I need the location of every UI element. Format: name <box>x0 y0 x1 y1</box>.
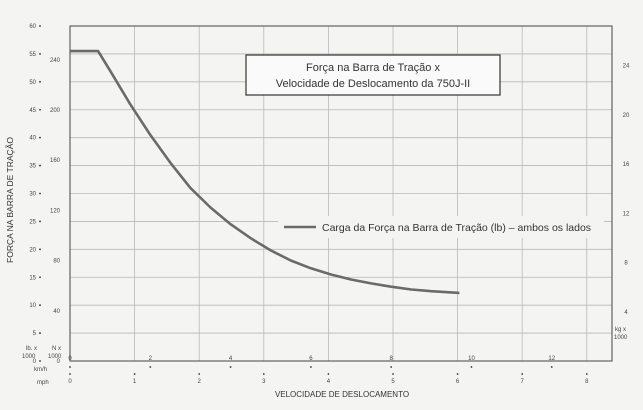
x-tick-dot <box>521 373 524 375</box>
y-tick-kg: 12 <box>623 211 630 217</box>
y-tick-dot <box>39 220 41 223</box>
y-tick-lb: 60 <box>29 24 36 30</box>
y-tick-dot <box>39 80 41 83</box>
x-tick-kmh: 2 <box>149 356 153 362</box>
y-tick-lb: 0 <box>33 359 37 365</box>
bottom-unit-mph: mph <box>37 380 49 386</box>
x-tick-kmh: 0 <box>68 356 72 362</box>
y-tick-dot <box>39 25 41 27</box>
y-axis-label: FORÇA NA BARRA DE TRAÇÃO <box>5 137 15 263</box>
left-unit-kn-scale: 1000 <box>48 354 62 360</box>
x-tick-dot <box>309 366 312 368</box>
y-tick-kn: 160 <box>50 158 61 164</box>
y-tick-dot <box>39 276 41 279</box>
x-tick-mph: 0 <box>68 379 72 385</box>
y-tick-kn: 80 <box>53 259 60 265</box>
legend: Carga da Força na Barra de Tração (lb) –… <box>278 216 604 238</box>
x-tick-kmh: 6 <box>309 356 313 362</box>
x-tick-dot <box>133 373 136 375</box>
y-tick-kg: 8 <box>624 261 628 267</box>
y-tick-lb: 25 <box>29 219 36 225</box>
x-tick-dot <box>69 373 71 375</box>
x-tick-mph: 6 <box>456 379 460 385</box>
x-tick-dot <box>585 373 588 375</box>
x-tick-dot <box>392 373 394 375</box>
y-tick-dot <box>39 248 41 251</box>
y-tick-lb: 35 <box>29 164 36 170</box>
drawbar-pull-curve <box>70 49 460 295</box>
x-tick-mph: 7 <box>521 379 525 385</box>
x-tick-mph: 8 <box>585 379 589 385</box>
x-tick-dot <box>149 366 152 368</box>
x-tick-dot <box>550 366 553 368</box>
x-axis-label: VELOCIDADE DE DESLOCAMENTO <box>275 390 409 399</box>
y-tick-kg: 20 <box>623 113 630 119</box>
y-tick-kn: 240 <box>50 58 61 64</box>
y-tick-kn: 120 <box>50 208 61 214</box>
y-tick-dot <box>39 304 41 307</box>
bottom-unit-kmh: km/h <box>34 367 47 373</box>
x-tick-kmh: 8 <box>390 356 394 362</box>
tick-labels: 6055504540353025201510502402001601208040… <box>29 24 630 385</box>
y-tick-kg: 24 <box>623 64 630 70</box>
y-tick-lb: 55 <box>29 52 36 58</box>
y-tick-dot <box>39 136 41 139</box>
left-unit-lb-scale: 1000 <box>22 354 36 360</box>
y-tick-lb: 30 <box>29 192 36 198</box>
chart-title-line2: Velocidade de Deslocamento da 750J-II <box>276 78 470 90</box>
y-tick-lb: 50 <box>29 80 36 86</box>
y-tick-lb: 45 <box>29 108 36 114</box>
x-tick-dot <box>198 373 201 375</box>
x-tick-dot <box>456 373 459 375</box>
y-tick-lb: 15 <box>29 275 36 281</box>
y-tick-dot <box>39 53 41 55</box>
x-tick-dot <box>69 366 71 368</box>
left-unit-kn: N x <box>52 346 61 352</box>
x-tick-dot <box>327 373 330 375</box>
y-tick-dot <box>39 108 41 111</box>
legend-label: Carga da Força na Barra de Tração (lb) –… <box>322 222 591 234</box>
y-tick-lb: 10 <box>29 303 36 309</box>
plot-frame <box>69 25 613 362</box>
x-tick-mph: 1 <box>133 379 137 385</box>
x-tick-kmh: 10 <box>468 356 475 362</box>
y-tick-dot <box>39 360 41 362</box>
x-tick-dot <box>262 373 265 375</box>
legend-background <box>278 216 604 238</box>
x-tick-dot <box>390 366 393 368</box>
y-tick-dot <box>39 192 41 195</box>
y-tick-kn: 200 <box>50 108 61 114</box>
right-unit-kg-scale: 1000 <box>614 335 628 341</box>
x-tick-kmh: 12 <box>548 356 555 362</box>
x-tick-dot <box>229 366 232 368</box>
x-tick-kmh: 4 <box>229 356 233 362</box>
x-tick-mph: 4 <box>327 379 331 385</box>
y-tick-dot <box>39 332 41 334</box>
y-tick-kg: 16 <box>623 162 630 168</box>
y-tick-lb: 40 <box>29 136 36 142</box>
curve-layer <box>70 49 460 295</box>
y-tick-lb: 20 <box>29 247 36 253</box>
right-unit-kg: kg x <box>615 327 626 333</box>
y-tick-kn: 40 <box>53 309 60 315</box>
left-unit-lb: lb. x <box>26 346 37 352</box>
chart-title-line1: Força na Barra de Tração x <box>306 62 440 74</box>
y-tick-kn: 0 <box>57 359 61 365</box>
x-tick-mph: 3 <box>262 379 266 385</box>
x-tick-dot <box>470 366 473 368</box>
chart-title-box: Força na Barra de Tração x Velocidade de… <box>245 54 501 96</box>
y-tick-dot <box>39 164 41 167</box>
title-frame <box>245 54 501 96</box>
y-tick-kg: 4 <box>624 310 628 316</box>
y-tick-lb: 5 <box>33 331 37 337</box>
x-tick-mph: 2 <box>198 379 202 385</box>
x-tick-mph: 5 <box>391 379 395 385</box>
